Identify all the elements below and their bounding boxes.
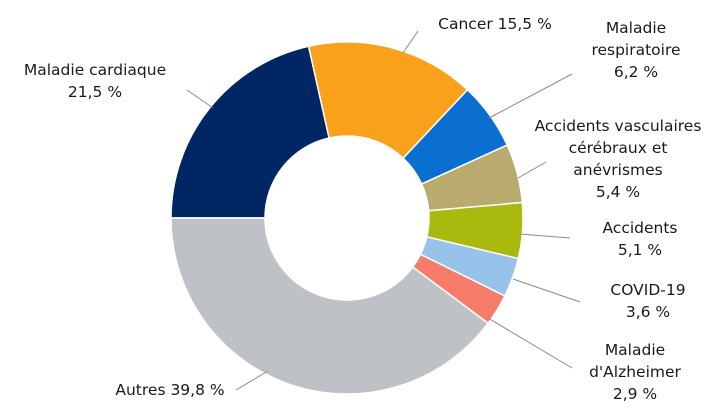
data-label: 5,4 %: [596, 183, 640, 201]
slice-cancer: [307, 41, 469, 160]
leader-line: [487, 317, 573, 369]
data-label: anévrismes: [573, 161, 663, 179]
data-label: Accidents vasculaires: [535, 117, 702, 135]
data-label: respiratoire: [591, 41, 680, 59]
data-label: Maladie: [605, 341, 665, 359]
data-label: Maladie cardiaque: [24, 61, 166, 79]
data-label: 6,2 %: [614, 63, 658, 81]
data-label: 21,5 %: [68, 83, 122, 101]
data-label: 3,6 %: [626, 303, 670, 321]
leader-line: [186, 89, 214, 109]
data-label: Accidents: [602, 219, 677, 237]
data-label: Autres 39,8 %: [115, 381, 224, 399]
data-label: COVID-19: [610, 281, 685, 299]
leader-line: [402, 30, 419, 54]
data-label: cérébraux et: [569, 139, 668, 157]
data-label: Maladie: [606, 19, 666, 37]
leader-line: [235, 370, 269, 391]
slice-maladie-cardiaque: [170, 45, 331, 219]
leader-line: [517, 161, 547, 179]
data-label: 2,9 %: [613, 385, 657, 403]
data-label: d'Alzheimer: [589, 363, 681, 381]
data-label: Cancer 15,5 %: [438, 15, 552, 33]
data-label: 5,1 %: [618, 241, 662, 259]
leader-line: [488, 73, 573, 119]
leader-line: [519, 233, 571, 239]
slice-autres: [170, 217, 490, 395]
leader-line: [512, 278, 581, 303]
